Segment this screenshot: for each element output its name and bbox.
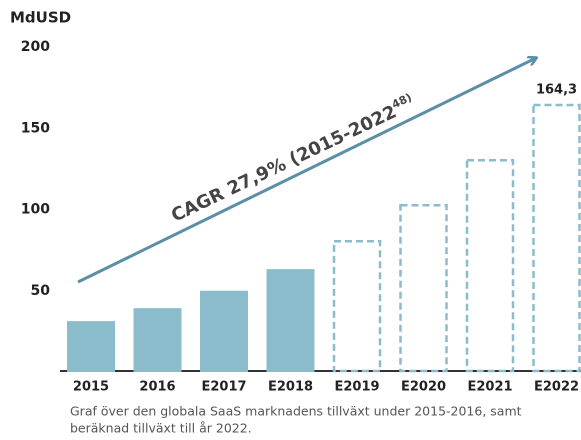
y-tick-label: 50 <box>31 283 51 299</box>
bar <box>133 308 182 372</box>
value-label: 164,3 <box>536 83 577 98</box>
cagr-text: CAGR 27,9% (2015-2022 <box>168 101 400 226</box>
x-tick-label: E2017 <box>201 380 246 395</box>
x-tick-label: E2021 <box>467 380 512 395</box>
x-tick-label: E2018 <box>268 380 313 395</box>
y-tick-label: 150 <box>21 120 50 136</box>
cagr-superscript: 48) <box>390 91 414 111</box>
y-tick-label: 100 <box>21 202 50 218</box>
bar <box>67 321 115 372</box>
x-tick-label: 2015 <box>73 380 109 395</box>
x-tick-label: E2022 <box>534 380 579 395</box>
cagr-arrow <box>77 58 536 284</box>
bar <box>532 103 581 373</box>
bar <box>465 159 515 373</box>
chart-title: MdUSD <box>10 9 71 27</box>
x-tick-label: E2020 <box>401 380 446 395</box>
x-tick-label: E2019 <box>334 380 379 395</box>
bar <box>332 239 382 373</box>
x-tick-label: 2016 <box>139 380 175 395</box>
bar <box>200 290 248 372</box>
caption: beräknad tillväxt till år 2022. <box>70 421 252 436</box>
y-tick-label: 200 <box>21 39 50 55</box>
cagr-annotation: CAGR 27,9% (2015-202248) <box>167 91 418 227</box>
caption: Graf över den globala SaaS marknadens ti… <box>70 404 522 419</box>
bar <box>399 204 448 373</box>
bar <box>266 269 315 372</box>
